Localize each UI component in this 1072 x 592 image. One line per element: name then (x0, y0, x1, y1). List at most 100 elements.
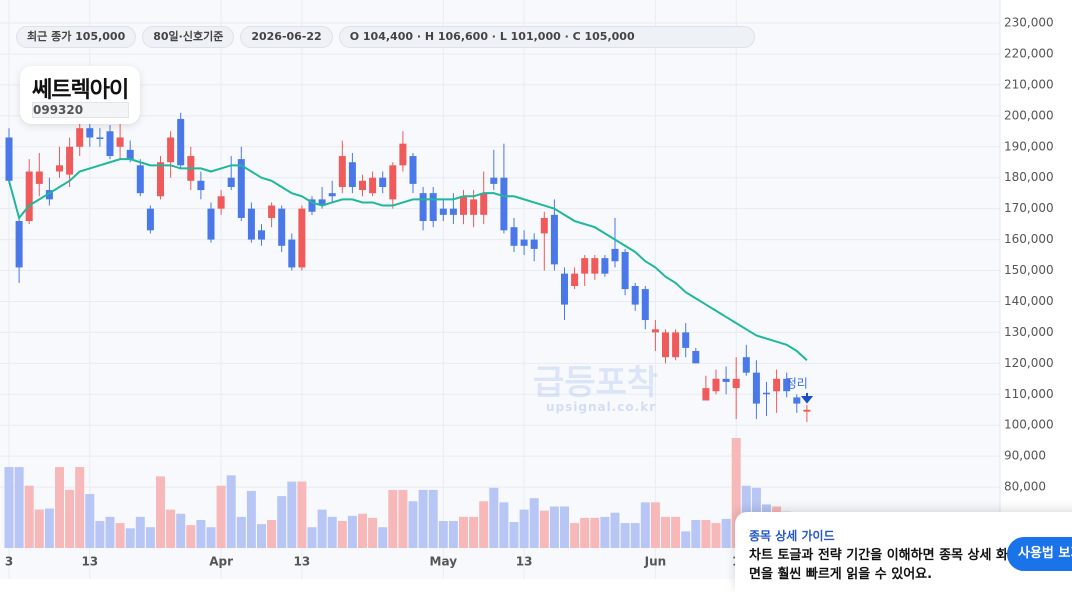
volume-bar (469, 516, 479, 548)
candle-body (338, 156, 346, 187)
candle-body (773, 378, 781, 392)
candle-body (783, 378, 791, 392)
candle-body (278, 208, 286, 246)
volume-bar (681, 531, 691, 548)
candle-body (389, 165, 397, 200)
volume-bar (115, 523, 125, 548)
volume-bar (135, 516, 145, 548)
candle-body (581, 258, 589, 274)
volume-bar (277, 496, 287, 548)
candle-body (288, 239, 296, 268)
watermark: 급등포착 (533, 363, 659, 403)
volume-bar (731, 438, 741, 548)
candle-body (116, 137, 124, 147)
title-box: 쎄트렉아이 099320 (20, 66, 140, 124)
volume-bar (721, 518, 731, 548)
volume-bar (549, 506, 559, 548)
candle-body (763, 392, 770, 395)
y-tick-label: 160,000 (1004, 232, 1054, 246)
chip: 80일·신호기준 (142, 26, 235, 48)
volume-bar (448, 521, 458, 548)
chip: 최근 종가 105,000 (16, 26, 137, 48)
volume-bar (479, 501, 489, 548)
volume-bar (539, 510, 549, 548)
candle-body (96, 137, 104, 140)
candle-body (86, 128, 94, 138)
y-tick-label: 90,000 (1004, 449, 1046, 463)
volume-bar (600, 516, 610, 548)
volume-bar (428, 489, 438, 548)
candle-body (419, 193, 427, 222)
candle-body (550, 214, 558, 265)
volume-bar (509, 522, 519, 548)
candle-body (106, 131, 114, 157)
volume-bar (55, 467, 64, 548)
candle-body (672, 332, 680, 358)
volume-bar (368, 517, 378, 548)
y-tick-label: 80,000 (1004, 480, 1046, 494)
candle-body (530, 239, 538, 249)
candle-body (237, 159, 245, 218)
volume-bar (166, 509, 176, 548)
candle-body (449, 208, 457, 215)
volume-bar (216, 485, 226, 548)
guide-button[interactable]: 사용법 보기 (1007, 537, 1072, 571)
volume-bar (4, 467, 14, 548)
candle-body (177, 118, 185, 166)
candle-body (66, 146, 74, 175)
volume-bar (499, 502, 509, 548)
candle-body (247, 208, 255, 240)
chart: 80,000 90,000 100,000 110,000 120,000 130,000… (0, 0, 1054, 579)
y-tick-label: 220,000 (1004, 46, 1054, 60)
annotation: 정리 (786, 377, 808, 391)
candle-body (682, 332, 690, 348)
volume-bar (630, 523, 640, 548)
volume-bar (226, 475, 236, 548)
chart-title: 쎄트렉아이 (32, 78, 129, 103)
candle-body (793, 397, 801, 404)
x-tick-label: Jun (644, 555, 667, 569)
chip: 2026-06-22 (240, 26, 333, 48)
y-tick-label: 150,000 (1004, 263, 1054, 277)
volume-bar (297, 481, 307, 548)
candle-body (470, 199, 478, 215)
candle-body (692, 350, 700, 364)
volume-bar (145, 527, 155, 548)
candle-body (146, 208, 154, 231)
volume-bar (176, 513, 186, 548)
volume-bar (519, 509, 529, 548)
volume-bar (287, 481, 297, 548)
candle-body (601, 258, 609, 274)
volume-bar (711, 523, 721, 548)
candle-body (359, 180, 366, 191)
x-tick-label: 3 (5, 555, 13, 569)
volume-bar (671, 516, 681, 548)
volume-bar (65, 489, 75, 548)
volume-bar (75, 467, 85, 548)
volume-bar (327, 516, 337, 548)
y-tick-label: 210,000 (1004, 77, 1054, 91)
volume-bar (257, 524, 266, 548)
volume-bar (156, 476, 165, 548)
x-tick-label: 13 (516, 555, 533, 569)
candle-body (35, 171, 43, 184)
y-tick-label: 200,000 (1004, 108, 1054, 122)
candle-body (490, 177, 498, 184)
y-tick-label: 180,000 (1004, 170, 1054, 184)
candle-body (651, 329, 659, 333)
candle-body (480, 193, 488, 215)
candle-body (45, 190, 53, 200)
volume-bar (85, 494, 95, 548)
volume-bar (347, 515, 357, 548)
candle-body (439, 208, 447, 215)
volume-bar (691, 519, 701, 548)
volume-bar (570, 523, 580, 548)
volume-bar (95, 521, 105, 548)
candle-body (460, 196, 467, 215)
x-tick-label: Apr (209, 555, 233, 569)
candle-body (328, 193, 336, 197)
candle-body (258, 230, 265, 240)
volume-bar (24, 485, 34, 548)
candle-body (732, 378, 740, 389)
